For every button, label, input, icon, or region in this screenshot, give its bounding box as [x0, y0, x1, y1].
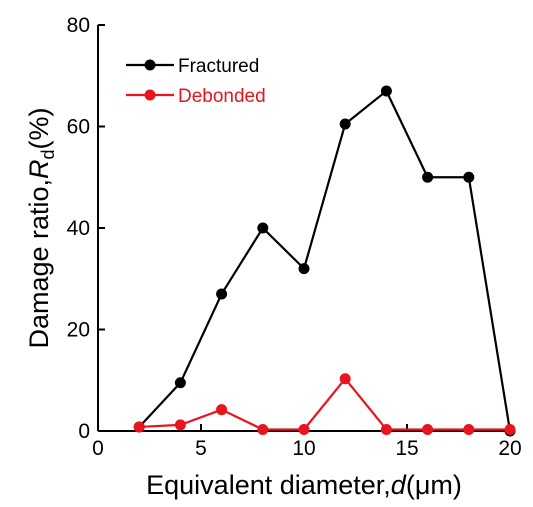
data-point	[257, 423, 269, 435]
y-tick-label: 60	[67, 116, 90, 139]
x-tick-label: 20	[498, 437, 521, 460]
data-point	[174, 419, 186, 431]
data-point	[422, 171, 434, 183]
data-point	[504, 423, 516, 435]
y-tick-label: 40	[67, 217, 90, 240]
x-tick-label: 0	[92, 437, 104, 460]
data-point	[298, 263, 310, 275]
axes	[97, 25, 510, 432]
data-point	[422, 423, 434, 435]
data-point	[257, 222, 269, 234]
y-axis-title: Damage ratio,Rd(%)	[24, 107, 58, 348]
y-tick-label: 80	[67, 14, 90, 37]
legend: Fractured Debonded	[126, 56, 266, 107]
series-debonded	[133, 373, 516, 435]
data-point	[380, 423, 392, 435]
series-line	[139, 376, 510, 431]
data-point	[216, 288, 228, 300]
series-fractured	[133, 85, 516, 437]
y-tick-label: 0	[78, 420, 90, 443]
data-point	[298, 423, 310, 435]
series-layer	[133, 85, 516, 437]
data-point	[463, 423, 475, 435]
legend-marker	[144, 59, 156, 71]
x-tick-label: 10	[292, 437, 315, 460]
legend-label: Fractured	[178, 56, 259, 77]
data-point	[216, 404, 228, 416]
data-point	[339, 118, 351, 130]
data-point	[463, 171, 475, 183]
x-tick-label: 5	[195, 437, 207, 460]
x-axis-title: Equivalent diameter,d(μm)	[146, 470, 462, 500]
data-point	[133, 421, 145, 433]
data-point	[380, 85, 392, 97]
legend-label: Debonded	[178, 86, 266, 107]
series-line	[138, 89, 512, 432]
x-tick-label: 15	[395, 437, 418, 460]
data-point	[339, 373, 351, 385]
data-point	[174, 377, 186, 389]
legend-marker	[144, 89, 156, 101]
ticks: 0 5 10 15 20 0 20 40 60 80	[67, 14, 522, 460]
y-tick-label: 20	[67, 319, 90, 342]
